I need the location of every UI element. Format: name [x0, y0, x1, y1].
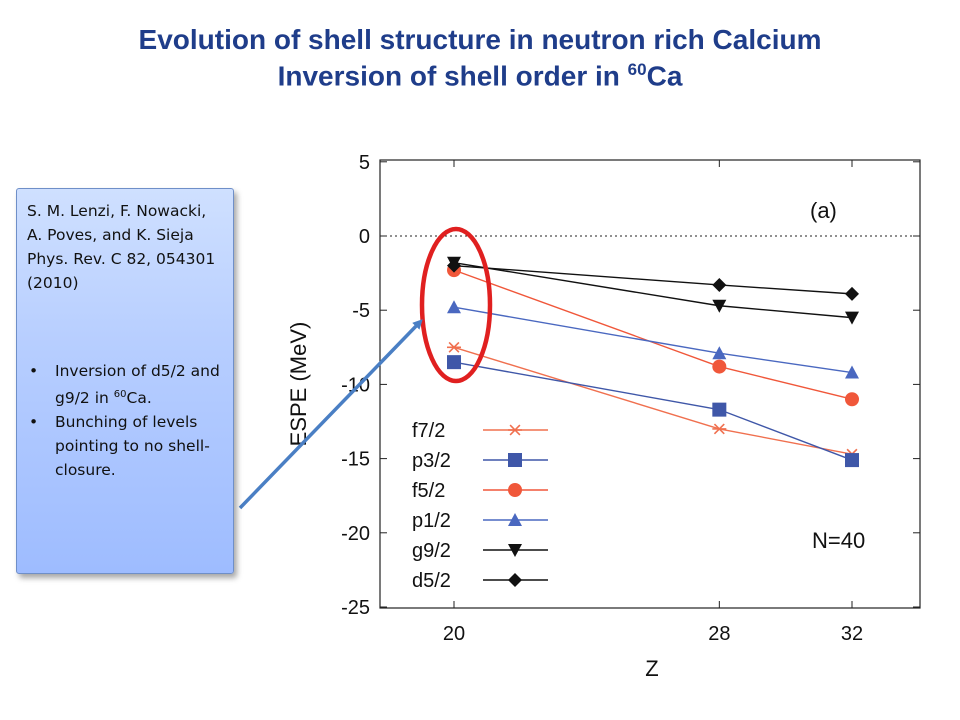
citation-text: S. M. Lenzi, F. Nowacki, A. Poves, and K…: [27, 202, 216, 292]
series-p3-2: [447, 355, 859, 468]
series-f7-2: [447, 341, 859, 460]
y-tick-label: -25: [341, 597, 370, 619]
data-point: [712, 346, 727, 360]
legend-marker: [508, 483, 522, 497]
series-line: [453, 361, 853, 461]
finding-inversion-suffix: Ca.: [126, 389, 152, 408]
panel-label: (a): [810, 198, 837, 223]
data-point: [845, 286, 859, 301]
finding-inversion-prefix: Inversion of d5/2 and g9/2 in: [55, 362, 220, 408]
legend-label: f7/2: [412, 420, 445, 442]
legend-label: d5/2: [412, 570, 451, 592]
legend-marker: [508, 453, 522, 467]
legend-label: g9/2: [412, 540, 451, 562]
legend-marker: [508, 513, 522, 526]
findings-list: Inversion of d5/2 and g9/2 in 60Ca. Bunc…: [27, 359, 225, 482]
series-layer: [447, 256, 859, 468]
data-point: [712, 402, 727, 417]
x-tick-label: 20: [443, 623, 465, 645]
data-point: [447, 258, 461, 273]
finding-inversion-superscript: 60: [113, 389, 127, 400]
data-point: [712, 299, 727, 313]
legend-label: p1/2: [412, 510, 451, 532]
y-tick-label: -15: [341, 449, 370, 471]
slide-subtitle-prefix: Inversion of shell order in: [277, 60, 628, 92]
data-point: [845, 365, 859, 379]
y-tick-label: 0: [359, 226, 370, 248]
y-axis-label: ESPE (MeV): [286, 322, 311, 447]
x-tick-label: 32: [841, 623, 863, 645]
data-point: [712, 359, 727, 374]
data-point: [712, 423, 727, 435]
legend-label: f5/2: [412, 480, 445, 502]
data-point: [447, 355, 461, 370]
data-point: [845, 392, 859, 407]
x-axis-label: Z: [645, 656, 658, 681]
finding-inversion: Inversion of d5/2 and g9/2 in 60Ca.: [27, 359, 225, 410]
chart-legend: f7/2 p3/2 f5/2 p1/2 g9/2 d5/2: [412, 420, 548, 592]
pointer-arrow: [238, 319, 423, 510]
series-line: [453, 264, 853, 295]
series-f5-2: [447, 263, 859, 407]
series-d5-2: [447, 258, 859, 301]
y-tick-label: -20: [341, 523, 370, 545]
slide-title: Evolution of shell structure in neutron …: [0, 24, 960, 56]
data-point: [712, 277, 727, 292]
x-tick-label: 28: [708, 623, 730, 645]
legend-marker: [508, 424, 522, 436]
data-point: [845, 311, 859, 325]
data-point: [845, 453, 859, 468]
legend-marker: [508, 544, 522, 557]
y-tick-label: 5: [359, 152, 370, 174]
data-point: [447, 341, 461, 353]
slide-subtitle-superscript: 60: [627, 60, 647, 79]
series-p1-2: [447, 300, 859, 379]
highlight-ellipse: [419, 226, 493, 384]
overlay-layer: [238, 226, 493, 510]
finding-bunching: Bunching of levels pointing to no shell-…: [27, 410, 225, 482]
legend-marker: [508, 573, 522, 587]
series-line: [453, 306, 853, 374]
slide-subtitle-suffix: Ca: [646, 60, 683, 92]
legend-label: p3/2: [412, 450, 451, 472]
reference-callout: S. M. Lenzi, F. Nowacki, A. Poves, and K…: [16, 188, 234, 574]
data-point: [447, 300, 461, 314]
neutron-number-label: N=40: [812, 528, 865, 553]
slide-subtitle: Inversion of shell order in 60Ca: [0, 60, 960, 92]
y-tick-label: -5: [352, 300, 370, 322]
slide-title-text: Evolution of shell structure in neutron …: [138, 24, 822, 55]
